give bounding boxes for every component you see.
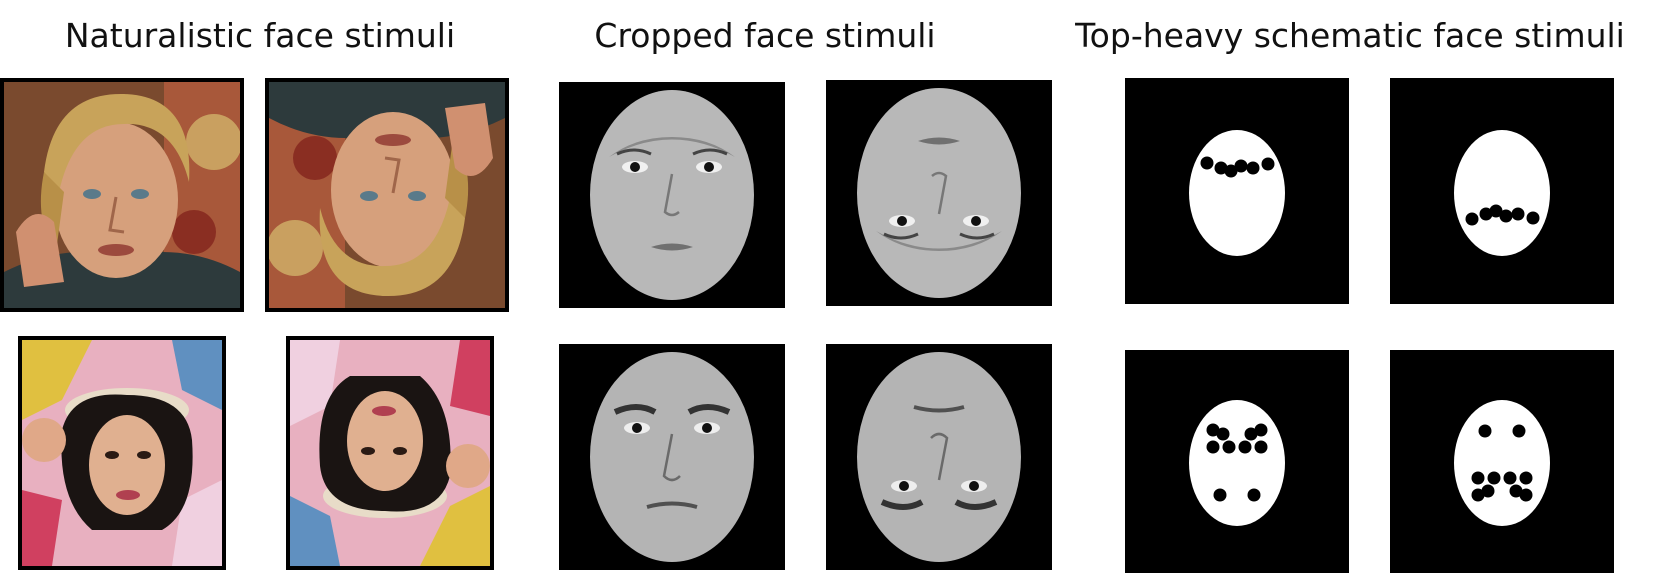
naturalistic-man-inverted-image xyxy=(265,78,509,312)
schematic-face-like-inverted-image xyxy=(1390,350,1614,573)
schematic-top-heavy-upright-image xyxy=(1125,78,1349,304)
cropped-man-upright-image xyxy=(559,344,785,570)
schematic-face-like-upright-image xyxy=(1125,350,1349,573)
naturalistic-man-upright-image xyxy=(0,78,244,312)
naturalistic-woman-inverted-image xyxy=(286,336,494,570)
cropped-title: Cropped face stimuli xyxy=(594,16,936,55)
naturalistic-title: Naturalistic face stimuli xyxy=(64,16,456,55)
cropped-woman-inverted-image xyxy=(826,80,1052,306)
schematic-title: Top-heavy schematic face stimuli xyxy=(1075,16,1625,55)
schematic-top-heavy-inverted-image xyxy=(1390,78,1614,304)
cropped-man-inverted-image xyxy=(826,344,1052,570)
cropped-woman-upright-image xyxy=(559,82,785,308)
naturalistic-woman-upright-image xyxy=(18,336,226,570)
